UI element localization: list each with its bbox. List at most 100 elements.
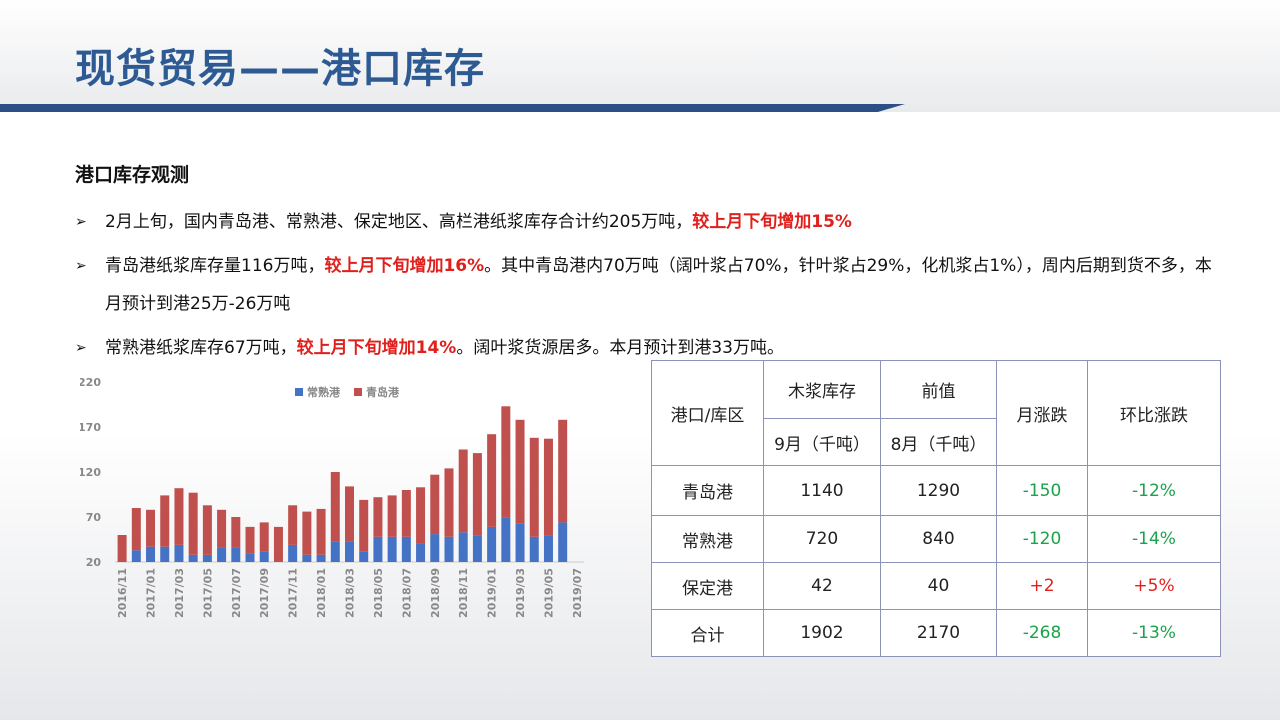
bar xyxy=(345,486,354,542)
bar xyxy=(501,406,511,518)
bar xyxy=(146,509,156,547)
bar xyxy=(330,541,340,562)
bar xyxy=(416,487,426,544)
table-cell: 合计 xyxy=(651,609,764,657)
bar xyxy=(316,554,326,562)
x-tick-label: 2019/07 xyxy=(571,568,584,618)
header-cell: 环比涨跌 xyxy=(1087,360,1221,466)
header-cell: 前值 xyxy=(880,360,997,419)
bar xyxy=(160,495,170,547)
x-tick-label: 2018/11 xyxy=(457,568,470,618)
y-tick-label: 220 xyxy=(80,376,101,389)
x-tick-label: 2017/05 xyxy=(201,568,214,618)
subheader-cell: 8月（千吨） xyxy=(880,418,997,466)
bar xyxy=(259,551,269,562)
bar xyxy=(288,505,298,545)
bar xyxy=(444,468,454,537)
y-tick-label: 20 xyxy=(86,556,102,569)
table-cell: -13% xyxy=(1087,609,1221,657)
x-tick-label: 2018/01 xyxy=(315,568,328,618)
chart: 20 70 120 170 220 2016/11 2017/01 2017/03 2017/0… xyxy=(80,376,584,618)
bar xyxy=(259,522,269,552)
bar xyxy=(217,547,227,562)
table-cell: 1902 xyxy=(763,609,881,657)
x-tick-label: 2019/05 xyxy=(542,568,555,618)
legend-label: 常熟港 xyxy=(307,385,341,399)
bar xyxy=(487,526,497,562)
x-tick-label: 2018/05 xyxy=(372,568,385,618)
bullet: 青岛港纸浆库存量116万吨，较上月下旬增加16%。其中青岛港内70万吨（阔叶浆占… xyxy=(75,247,1215,323)
header-cell: 港口/库区 xyxy=(651,360,764,466)
bullet-list: 2月上旬，国内青岛港、常熟港、保定地区、高栏港纸浆库存合计约205万吨，较上月下… xyxy=(75,203,1215,373)
table-cell: 青岛港 xyxy=(651,465,764,516)
bar xyxy=(373,497,383,537)
bar xyxy=(387,495,397,537)
data-table: 港口/库区 木浆库存 前值 月涨跌 环比涨跌 9月（千吨） 8月（千吨） 青岛港 1140 129… xyxy=(651,360,1221,657)
x-tick-label: 2017/03 xyxy=(173,568,186,618)
bullet: 2月上旬，国内青岛港、常熟港、保定地区、高栏港纸浆库存合计约205万吨，较上月下… xyxy=(75,203,1215,241)
x-tick-label: 2016/11 xyxy=(116,568,129,618)
bullet: 常熟港纸浆库存67万吨，较上月下旬增加14%。阔叶浆货源居多。本月预计到港33万… xyxy=(75,329,1215,367)
bar xyxy=(515,523,525,562)
bar xyxy=(543,438,553,536)
bar xyxy=(430,474,440,535)
slide-title: 现货贸易——港口库存 xyxy=(75,46,485,92)
x-tick-label: 2019/01 xyxy=(486,568,499,618)
legend-swatch xyxy=(354,388,362,396)
x-tick-label: 2018/07 xyxy=(400,568,413,618)
bar xyxy=(302,554,312,562)
bar xyxy=(174,544,184,562)
bar xyxy=(231,517,241,548)
bar xyxy=(288,544,298,562)
table-cell: 1140 xyxy=(763,465,881,516)
table-cell: -120 xyxy=(996,515,1088,563)
bar xyxy=(202,505,212,555)
bar xyxy=(131,550,141,562)
bar xyxy=(302,511,312,555)
bar xyxy=(359,551,369,562)
x-tick-label: 2018/09 xyxy=(429,568,442,618)
header-stripe xyxy=(0,104,905,112)
y-tick-label: 70 xyxy=(86,511,102,524)
bar xyxy=(273,526,283,562)
table-cell: 保定港 xyxy=(651,562,764,610)
bar xyxy=(401,490,411,537)
table-cell: -12% xyxy=(1087,465,1221,516)
y-tick-label: 170 xyxy=(80,421,101,434)
bar xyxy=(160,546,170,562)
highlight-text: 较上月下旬增加14% xyxy=(296,338,457,358)
bullet-text: 青岛港纸浆库存量116万吨， xyxy=(105,256,325,276)
bar xyxy=(174,488,184,545)
bar xyxy=(231,547,241,562)
bullet-text: 。其中青岛港内70万吨（阔叶浆占70%，针叶浆占29%，化机浆占1%），周内后期… xyxy=(105,256,1212,314)
bar xyxy=(401,536,411,562)
legend-swatch xyxy=(295,388,303,396)
x-tick-label: 2017/07 xyxy=(230,568,243,618)
bar xyxy=(558,522,568,562)
legend-label: 青岛港 xyxy=(366,385,400,399)
bar xyxy=(430,534,440,562)
header-cell: 木浆库存 xyxy=(763,360,881,419)
bar xyxy=(359,499,369,552)
table-cell: 720 xyxy=(763,515,881,563)
bar xyxy=(543,535,553,562)
bar xyxy=(458,532,468,562)
x-tick-label: 2017/01 xyxy=(145,568,158,618)
x-tick-label: 2017/11 xyxy=(287,568,300,618)
bar xyxy=(345,541,354,562)
bar xyxy=(529,437,539,537)
bar xyxy=(202,554,212,562)
x-tick-label: 2018/03 xyxy=(344,568,357,618)
bar xyxy=(217,509,227,548)
table-cell: +5% xyxy=(1087,562,1221,610)
bar xyxy=(529,536,539,562)
bullet-text: 。阔叶浆货源居多。本月预计到港33万吨。 xyxy=(456,338,784,358)
bar xyxy=(188,554,198,562)
table-cell: 42 xyxy=(763,562,881,610)
bar xyxy=(316,508,326,555)
bar xyxy=(487,434,497,527)
table-row: 常熟港 720 840 -120 -14% xyxy=(651,515,1221,563)
header-row: 港口/库区 木浆库存 前值 月涨跌 环比涨跌 xyxy=(651,360,1221,466)
bar xyxy=(131,508,141,551)
